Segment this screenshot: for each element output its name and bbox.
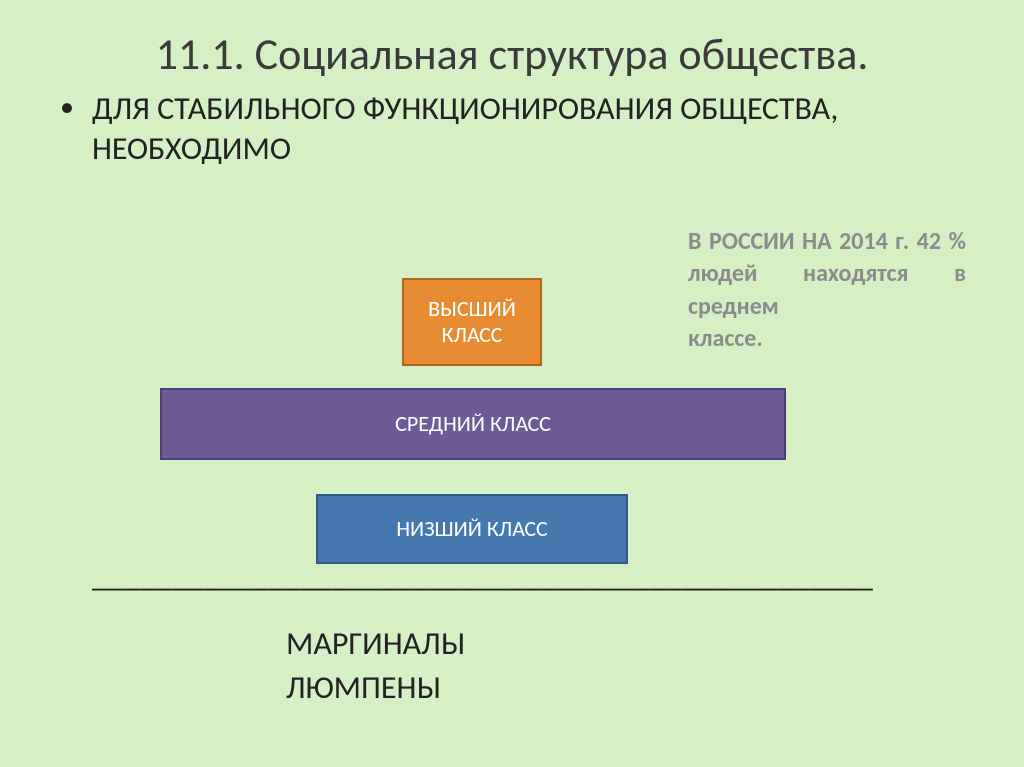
lower-class-box: НИЗШИЙ КЛАСС [316, 494, 628, 564]
middle-class-label: СРЕДНИЙ КЛАСС [395, 411, 551, 437]
side-note: В РОССИИ НА 2014 г. 42 % людей находятся… [688, 226, 966, 356]
bullet-marker: • [60, 89, 74, 125]
lower-class-label: НИЗШИЙ КЛАСС [396, 516, 547, 542]
marginals-label: МАРГИНАЛЫ [0, 624, 1024, 663]
upper-class-box: ВЫСШИЙ КЛАСС [402, 278, 542, 366]
slide-title: 11.1. Социальная структура общества. [0, 0, 1024, 81]
bullet-area: • ДЛЯ СТАБИЛЬНОГО ФУНКЦИОНИРОВАНИЯ ОБЩЕС… [0, 81, 1024, 169]
upper-class-label: ВЫСШИЙ КЛАСС [404, 296, 540, 349]
bullet-line: • ДЛЯ СТАБИЛЬНОГО ФУНКЦИОНИРОВАНИЯ ОБЩЕС… [60, 89, 984, 169]
slide: 11.1. Социальная структура общества. • Д… [0, 0, 1024, 767]
divider-line: ________________________________________… [92, 556, 873, 595]
bullet-text: ДЛЯ СТАБИЛЬНОГО ФУНКЦИОНИРОВАНИЯ ОБЩЕСТВ… [92, 89, 984, 169]
middle-class-box: СРЕДНИЙ КЛАСС [160, 388, 786, 460]
lumpens-label: ЛЮМПЕНЫ [0, 668, 1024, 707]
